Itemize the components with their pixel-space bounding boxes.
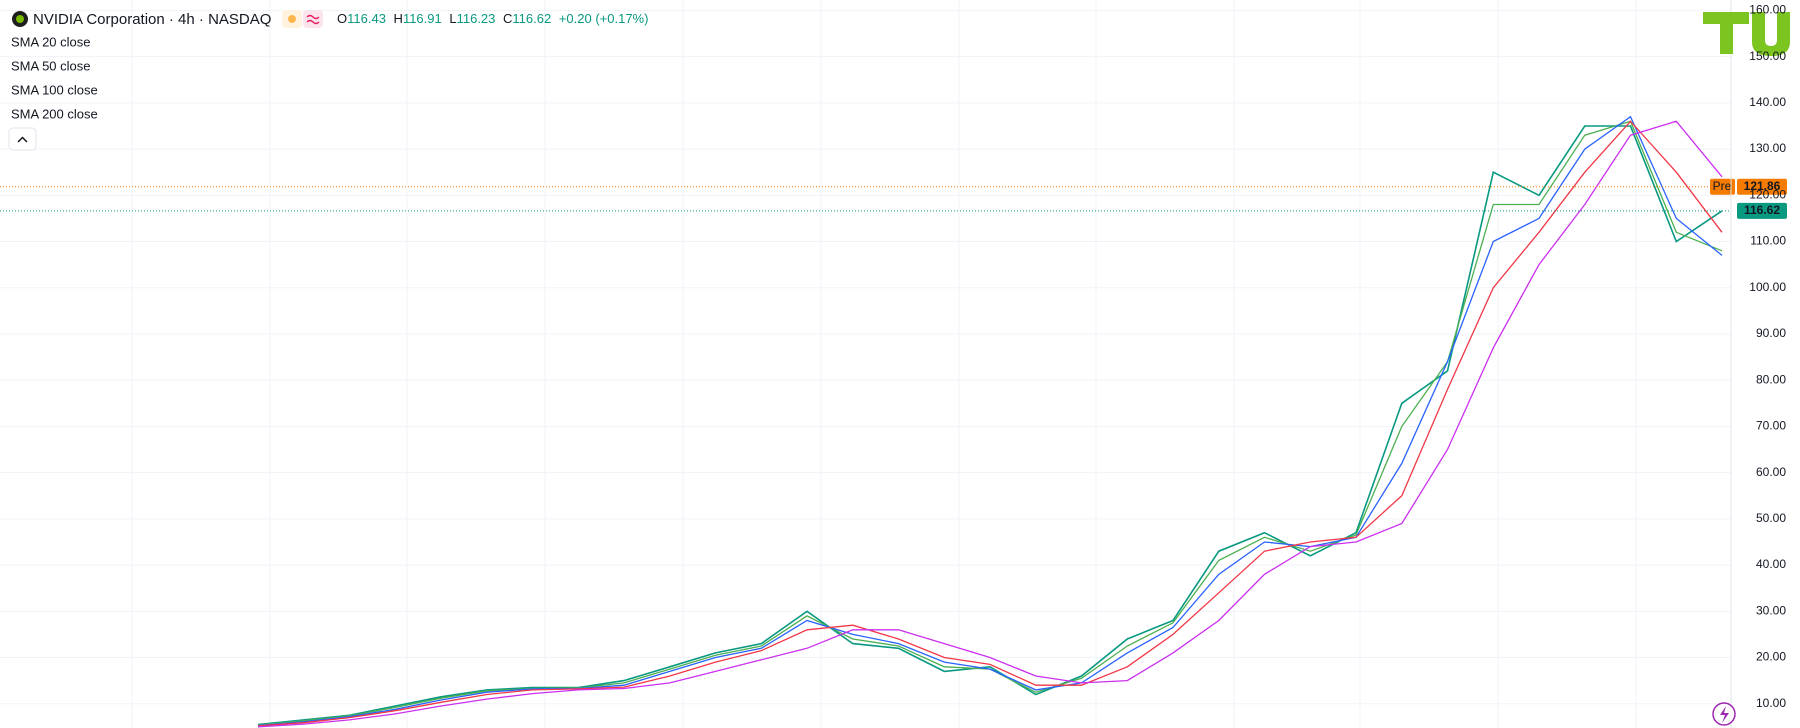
y-tick-label: 130.00 (1749, 141, 1786, 155)
y-tick-label: 40.00 (1756, 557, 1786, 571)
dividend-icon-wave (306, 14, 320, 25)
symbol-icon-inner (16, 15, 24, 23)
logo (1703, 12, 1790, 56)
y-tick-label: 160.00 (1749, 3, 1786, 17)
y-tick-label: 100.00 (1749, 280, 1786, 294)
session-icon-sun (288, 15, 296, 23)
y-tick-label: 10.00 (1756, 696, 1786, 710)
sma-line (257, 115, 1723, 727)
price-line (257, 125, 1723, 726)
ohlc-value: 116.23 (457, 11, 496, 26)
dividend-icon (303, 10, 323, 28)
y-tick-label: 150.00 (1749, 49, 1786, 63)
ohlc-value: 116.43 (347, 11, 386, 26)
ohlc-key: C (503, 11, 512, 26)
change: +0.20 (+0.17%) (559, 11, 649, 26)
y-tick-label: 80.00 (1756, 372, 1786, 386)
legend-entry: SMA 200 close (11, 106, 98, 121)
ohlc-key: H (394, 11, 403, 26)
y-tick-label: 70.00 (1756, 419, 1786, 433)
legend-entry: SMA 20 close (11, 34, 91, 49)
price-tag: 121.86 (1744, 179, 1781, 193)
sma-line (257, 120, 1723, 728)
y-tick-label: 20.00 (1756, 650, 1786, 664)
y-tick-label: 60.00 (1756, 465, 1786, 479)
y-tick-label: 50.00 (1756, 511, 1786, 525)
y-tick-label: 110.00 (1750, 234, 1786, 248)
collapse-icon (17, 136, 28, 143)
vertical-grid (131, 0, 1637, 728)
ohlc-key: L (449, 11, 456, 26)
ohlc-key: O (337, 11, 347, 26)
price-tag: 116.62 (1744, 203, 1780, 217)
price-tag-bg (1737, 178, 1787, 195)
ohlc-value: 116.62 (512, 11, 551, 26)
price-tag-key: Pre (1713, 179, 1732, 193)
y-tick-label: 120.00 (1749, 187, 1786, 201)
sma-line (257, 120, 1723, 727)
y-tick-label: 140.00 (1749, 95, 1786, 109)
collapse-button[interactable] (8, 127, 37, 151)
y-tick-label: 90.00 (1756, 326, 1786, 340)
ohlc-legend: O116.43 H116.91 L116.23 C116.62 +0.20 (+… (337, 11, 648, 26)
legend-entry: SMA 100 close (11, 82, 98, 97)
y-tick-label: 30.00 (1756, 603, 1786, 617)
price-tag-key-bg (1710, 178, 1735, 195)
chart-title: NVIDIA Corporation · 4h · NASDAQ (33, 11, 271, 28)
price-tag-bg (1737, 202, 1787, 219)
ohlc-value: 116.91 (403, 11, 442, 26)
legend-entry: SMA 50 close (11, 58, 91, 73)
ai-icon (1720, 706, 1729, 723)
